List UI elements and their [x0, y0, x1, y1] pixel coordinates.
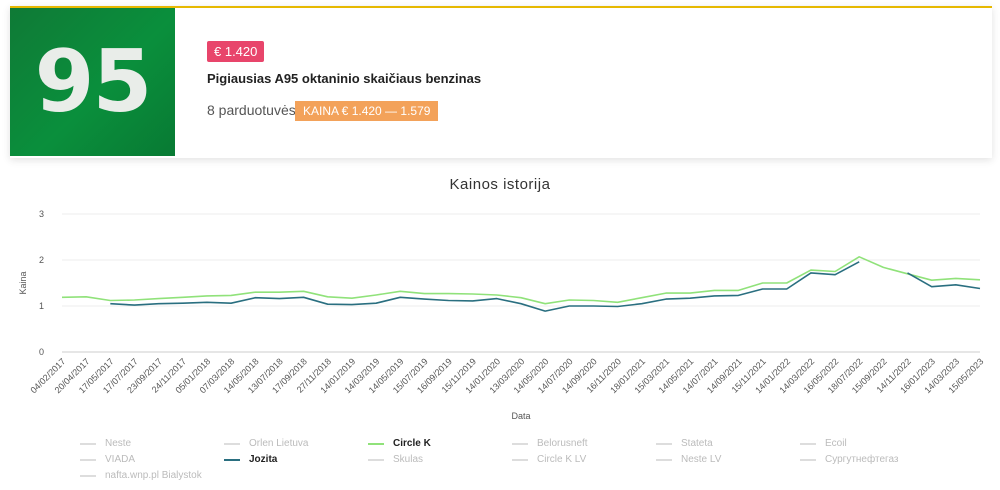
y-tick-label: 0 [39, 347, 44, 357]
legend-label: Сургутнефтегаз [825, 454, 899, 465]
y-tick-label: 2 [39, 255, 44, 265]
legend-item-neste-lv[interactable]: Neste LV [656, 454, 721, 465]
legend-swatch [800, 442, 816, 445]
legend-label: Orlen Lietuva [249, 438, 309, 449]
price-badge: € 1.420 [207, 41, 265, 62]
legend-swatch [224, 442, 240, 445]
legend-item-circle-k-lv[interactable]: Circle K LV [512, 454, 586, 465]
legend-swatch [656, 458, 672, 461]
stores-count: 8 parduotuvės [207, 102, 296, 118]
legend-swatch [80, 442, 96, 445]
legend-item-orlen-lietuva[interactable]: Orlen Lietuva [224, 438, 308, 449]
legend-swatch [512, 442, 528, 445]
legend-item-stateta[interactable]: Stateta [656, 438, 713, 449]
price-range-badge: KAINA € 1.420 — 1.579 [295, 101, 439, 121]
legend-label: VIADA [105, 454, 136, 465]
legend-swatch [224, 458, 240, 461]
legend-swatch [80, 458, 96, 461]
legend-swatch [368, 458, 384, 461]
legend-item-belorusneft[interactable]: Belorusneft [512, 438, 588, 449]
legend-swatch [512, 458, 528, 461]
legend-label: Neste [105, 438, 132, 449]
legend-label: Neste LV [681, 454, 722, 465]
series-line-jozita [110, 261, 981, 312]
chart-title: Kainos istorija [449, 176, 551, 193]
legend-swatch [80, 474, 96, 477]
legend-item-viada[interactable]: VIADA [80, 454, 135, 465]
legend-label: Skulas [393, 454, 424, 465]
legend-item-nafta-wnp-pl-bialystok[interactable]: nafta.wnp.pl Bialystok [80, 470, 202, 481]
legend-label: nafta.wnp.pl Bialystok [105, 470, 202, 481]
legend-swatch [368, 442, 384, 445]
legend-label: Circle K [393, 438, 431, 449]
legend-label: Ecoil [825, 438, 847, 449]
legend-item-jozita[interactable]: Jozita [224, 454, 277, 465]
legend-swatch [800, 458, 816, 461]
x-axis-label: Data [511, 411, 530, 421]
product-card: 95 € 1.420 Pigiausias A95 oktaninio skai… [10, 6, 992, 158]
legend-label: Stateta [681, 438, 713, 449]
legend-item-ecoil[interactable]: Ecoil [800, 438, 847, 449]
legend-item--[interactable]: Сургутнефтегаз [800, 454, 898, 465]
y-tick-label: 3 [39, 209, 44, 219]
legend-label: Jozita [249, 454, 278, 465]
legend-item-neste[interactable]: Neste [80, 438, 131, 449]
product-headline[interactable]: Pigiausias A95 oktaninio skaičiaus benzi… [207, 71, 482, 86]
legend-item-circle-k[interactable]: Circle K [368, 438, 431, 449]
legend-label: Circle K LV [537, 454, 587, 465]
legend-swatch [656, 442, 672, 445]
legend-label: Belorusneft [537, 438, 588, 449]
octane-tile: 95 [10, 8, 175, 156]
y-tick-label: 1 [39, 301, 44, 311]
y-axis-label: Kaina [18, 271, 28, 294]
series-line-circle-k [61, 256, 981, 305]
legend-item-skulas[interactable]: Skulas [368, 454, 423, 465]
octane-number: 95 [34, 32, 153, 132]
